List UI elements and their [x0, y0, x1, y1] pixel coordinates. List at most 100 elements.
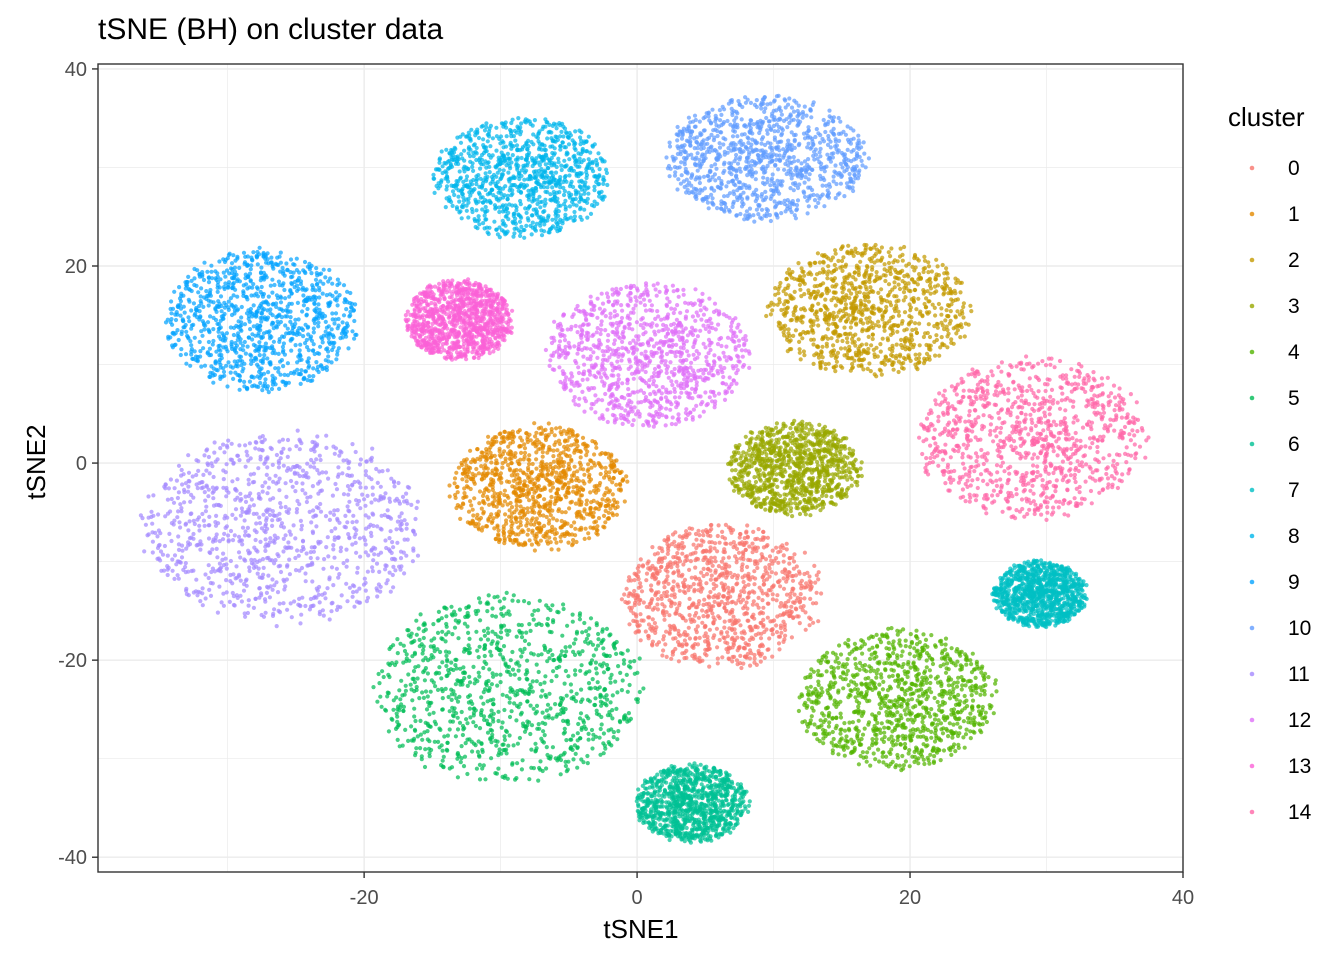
data-point — [803, 551, 807, 555]
data-point — [816, 302, 820, 306]
data-point — [555, 531, 559, 535]
data-point — [860, 644, 864, 648]
data-point — [874, 655, 878, 659]
data-point — [882, 740, 886, 744]
data-point — [799, 294, 803, 298]
data-point — [584, 527, 588, 531]
data-point — [914, 629, 918, 633]
data-point — [954, 315, 958, 319]
data-point — [850, 477, 854, 481]
data-point — [677, 643, 681, 647]
data-point — [863, 298, 867, 302]
data-point — [775, 421, 779, 425]
data-point — [546, 542, 550, 546]
data-point — [819, 349, 823, 353]
data-point — [956, 278, 960, 282]
data-point — [813, 312, 817, 316]
data-point — [519, 504, 523, 508]
data-point — [777, 297, 781, 301]
data-point — [705, 530, 709, 534]
data-point — [799, 447, 803, 451]
data-point — [933, 643, 937, 647]
data-point — [578, 449, 582, 453]
data-point — [810, 308, 814, 312]
data-point — [838, 450, 842, 454]
data-point — [656, 597, 660, 601]
data-point — [502, 541, 506, 545]
data-point — [939, 738, 943, 742]
data-point — [543, 535, 547, 539]
data-point — [544, 467, 548, 471]
data-point — [469, 487, 473, 491]
data-point — [784, 435, 788, 439]
data-point — [582, 473, 586, 477]
data-point — [771, 597, 775, 601]
data-point — [942, 327, 946, 331]
data-point — [710, 574, 714, 578]
data-point — [894, 763, 898, 767]
data-point — [727, 656, 731, 660]
data-point — [867, 300, 871, 304]
data-point — [488, 482, 492, 486]
data-point — [751, 485, 755, 489]
data-point — [544, 433, 548, 437]
data-point — [581, 436, 585, 440]
data-point — [909, 718, 913, 722]
data-point — [872, 245, 876, 249]
data-point — [933, 306, 937, 310]
data-point — [908, 302, 912, 306]
data-point — [807, 468, 811, 472]
data-point — [834, 433, 838, 437]
data-point — [904, 734, 908, 738]
data-point — [964, 683, 968, 687]
data-point — [618, 483, 622, 487]
data-point — [935, 747, 939, 751]
data-point — [722, 626, 726, 630]
data-point — [955, 660, 959, 664]
data-point — [858, 320, 862, 324]
data-point — [499, 441, 503, 445]
data-point — [756, 435, 760, 439]
data-point — [792, 552, 796, 556]
data-point — [890, 729, 894, 733]
data-point — [955, 722, 959, 726]
data-point — [789, 509, 793, 513]
data-point — [894, 270, 898, 274]
data-point — [716, 657, 720, 661]
data-point — [771, 497, 775, 501]
data-point — [675, 582, 679, 586]
data-point — [593, 440, 597, 444]
data-point — [826, 314, 830, 318]
data-point — [601, 525, 605, 529]
data-point — [560, 510, 564, 514]
data-point — [852, 648, 856, 652]
data-point — [782, 492, 786, 496]
data-point — [649, 583, 653, 587]
data-point — [888, 752, 892, 756]
data-point — [896, 684, 900, 688]
data-point — [822, 502, 826, 506]
data-point — [792, 296, 796, 300]
data-point — [748, 439, 752, 443]
data-point — [929, 730, 933, 734]
data-point — [581, 479, 585, 483]
data-point — [823, 298, 827, 302]
data-point — [853, 480, 857, 484]
data-point — [955, 685, 959, 689]
data-point — [808, 588, 812, 592]
data-point — [925, 357, 929, 361]
data-point — [883, 329, 887, 333]
data-point — [922, 361, 926, 365]
data-point — [755, 457, 759, 461]
data-point — [803, 469, 807, 473]
data-point — [604, 499, 608, 503]
data-point — [519, 542, 523, 546]
data-point — [779, 308, 783, 312]
data-point — [650, 589, 654, 593]
data-point — [709, 527, 713, 531]
data-point — [718, 541, 722, 545]
data-point — [861, 750, 865, 754]
data-point — [932, 761, 936, 765]
data-point — [856, 687, 860, 691]
data-point — [768, 554, 772, 558]
